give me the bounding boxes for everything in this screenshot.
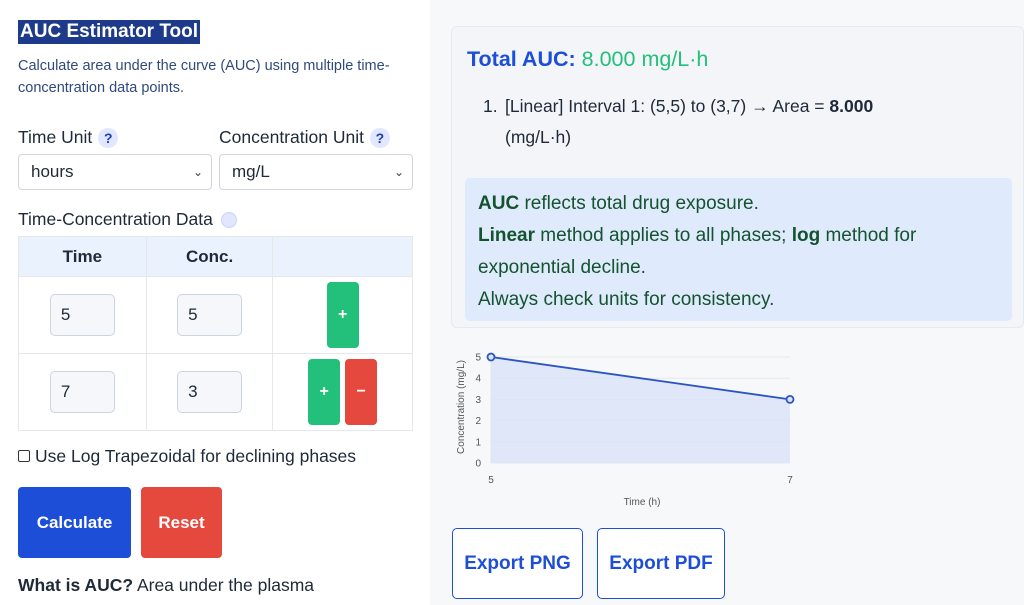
conc-unit-label-text: Concentration Unit: [219, 127, 364, 147]
result-card: Total AUC: 8.000 mg/L·h 1. [Linear] Inte…: [451, 26, 1024, 328]
reset-button[interactable]: Reset: [141, 487, 222, 558]
chart-data-point: [486, 352, 496, 362]
total-auc: Total AUC: 8.000 mg/L·h: [467, 47, 708, 72]
interval-number: 1.: [483, 96, 498, 116]
conc-cell: 3: [145, 353, 274, 431]
info-line1: reflects total drug exposure.: [519, 193, 759, 214]
chart-area-fill: [491, 357, 790, 463]
table-row: 7 3 + −: [18, 353, 413, 431]
time-unit-label: Time Unit?: [18, 127, 119, 149]
chart-x-label: Time (h): [624, 497, 661, 508]
time-unit-select[interactable]: hours ⌄: [18, 154, 212, 190]
add-row-button[interactable]: +: [326, 282, 359, 348]
log-trapezoidal-option[interactable]: Use Log Trapezoidal for declining phases: [18, 446, 356, 467]
interval-text: [Linear] Interval 1: (5,5) to (3,7) → Ar…: [505, 96, 830, 116]
chart-y-tick-label: 1: [475, 437, 481, 448]
chevron-down-icon: ⌄: [393, 165, 404, 179]
export-pdf-button[interactable]: Export PDF: [597, 528, 725, 599]
remove-row-button[interactable]: −: [345, 359, 378, 425]
header-conc: Conc.: [145, 236, 274, 277]
info-linear-bold: Linear: [478, 225, 536, 246]
info-line2-rest: method for exponential decline.: [478, 225, 917, 278]
interval-unit: (mg/L·h): [505, 127, 572, 147]
info-icon[interactable]: [220, 212, 237, 229]
time-input[interactable]: 7: [49, 371, 115, 413]
chart-y-tick-label: 5: [475, 353, 481, 364]
time-cell: 7: [18, 353, 147, 431]
app-title: AUC Estimator Tool: [18, 20, 201, 44]
header-time: Time: [18, 236, 147, 277]
total-auc-label: Total AUC:: [467, 47, 576, 71]
info-auc-bold: AUC: [478, 193, 520, 214]
chart-series-line: [490, 356, 791, 401]
data-section-label: Time-Concentration Data: [18, 209, 237, 230]
conc-cell: 5: [145, 276, 274, 354]
calculate-button[interactable]: Calculate: [18, 487, 131, 558]
info-box: AUC reflects total drug exposure. Linear…: [465, 178, 1012, 321]
time-unit-value: hours: [31, 162, 74, 181]
conc-unit-help-icon[interactable]: ?: [369, 128, 390, 149]
chart-y-tick-label: 2: [475, 416, 481, 427]
chart-y-tick-label: 3: [475, 395, 481, 406]
total-auc-value: 8.000 mg/L·h: [581, 47, 709, 71]
conc-unit-label: Concentration Unit?: [219, 127, 390, 149]
chart-data-point: [785, 395, 795, 404]
info-line3: Always check units for consistency.: [478, 289, 775, 310]
time-input[interactable]: 5: [49, 294, 115, 336]
time-cell: 5: [18, 276, 147, 354]
log-trapezoidal-checkbox[interactable]: [18, 450, 30, 463]
chart-y-label: Concentration (mg/L): [456, 360, 467, 454]
app-subtitle: Calculate area under the curve (AUC) usi…: [18, 58, 390, 96]
actions-cell: + −: [272, 353, 413, 431]
table-header-row: Time Conc.: [18, 236, 413, 277]
chart-points: [486, 352, 795, 404]
chevron-down-icon: ⌄: [192, 165, 203, 179]
log-trapezoidal-label: Use Log Trapezoidal for declining phases: [35, 446, 357, 466]
conc-unit-value: mg/L: [232, 162, 270, 181]
results-panel: Total AUC: 8.000 mg/L·h 1. [Linear] Inte…: [430, 0, 1024, 605]
add-row-button[interactable]: +: [308, 359, 341, 425]
about-auc: What is AUC? Area under the plasma: [18, 575, 314, 596]
about-auc-answer: Area under the plasma: [136, 575, 315, 595]
info-line2-mid: method applies to all phases;: [535, 225, 792, 246]
about-auc-question: What is AUC?: [18, 575, 134, 595]
chart-x-tick-label: 5: [488, 475, 494, 486]
info-log-bold: log: [791, 225, 821, 246]
actions-cell: +: [272, 276, 413, 354]
data-table: Time Conc. 5 5 + 7 3 + −: [18, 236, 413, 431]
data-section-label-text: Time-Concentration Data: [18, 209, 213, 229]
chart-y-tick-label: 4: [475, 374, 481, 385]
time-unit-help-icon[interactable]: ?: [98, 128, 119, 149]
interval-list-item: 1. [Linear] Interval 1: (5,5) to (3,7) →…: [483, 91, 975, 153]
interval-area: 8.000: [829, 96, 874, 116]
table-row: 5 5 +: [18, 276, 413, 354]
header-actions: [272, 236, 413, 277]
time-unit-label-text: Time Unit: [18, 127, 93, 147]
chart-x-tick-label: 7: [787, 475, 793, 486]
input-panel: AUC Estimator Tool Calculate area under …: [0, 0, 430, 605]
conc-input[interactable]: 5: [177, 294, 243, 336]
export-png-button[interactable]: Export PNG: [452, 528, 583, 599]
conc-unit-select[interactable]: mg/L ⌄: [219, 154, 413, 190]
conc-input[interactable]: 3: [177, 371, 243, 413]
chart-y-ticks: 0 1 2 3 4 5: [475, 353, 481, 470]
chart-y-tick-label: 0: [475, 459, 481, 470]
